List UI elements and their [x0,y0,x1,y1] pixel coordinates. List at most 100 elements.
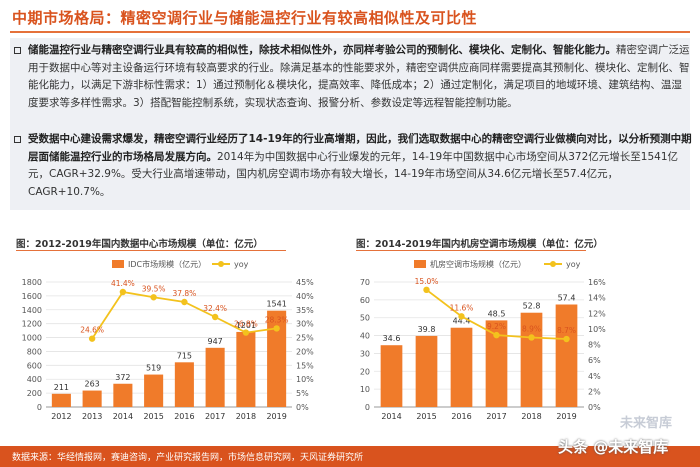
y-axis-tick-label: 20 [360,367,370,376]
y2-axis-tick-label: 40% [296,292,314,301]
y2-axis-tick-label: 4% [588,372,601,381]
x-axis-tick-label: 2014 [113,412,133,421]
yoy-point [119,288,127,296]
yoy-value-label: 32.4% [203,304,227,313]
yoy-point [242,329,250,336]
legend-line-label: yoy [234,260,249,269]
y-axis-tick-label: 1800 [22,278,42,287]
y-axis-tick-label: 10 [360,385,370,394]
y2-axis-tick-label: 20% [296,347,314,356]
idc-market-chart: 0 200 400 600 800 1000 1200 1400 1600 1800 0% 5% 10%… [22,259,315,421]
y-axis-tick-label: 1000 [22,334,42,343]
y-axis-tick-label: 800 [27,347,42,356]
bar [51,393,71,407]
y-axis-tick-label: 200 [27,389,42,398]
bar-value-label: 211 [54,383,69,392]
bar [450,327,473,407]
yoy-point [563,335,570,343]
paragraph-2-bold: 受数据中心建设需求爆发，精密空调行业经历了14-19年的行业高增期，因此，我们选… [28,133,692,163]
yoy-value-label: 15.0% [415,277,439,286]
yoy-point [88,335,96,342]
bar [555,304,578,407]
y2-axis-tick-label: 0% [588,403,601,412]
y2-axis-tick-label: 35% [296,306,314,315]
x-axis-tick-label: 2012 [51,412,71,421]
y2-axis-tick-label: 0% [296,403,309,412]
paragraph-2: 受数据中心建设需求爆发，精密空调行业经历了14-19年的行业高增期，因此，我们选… [14,131,692,201]
chart1-caption-line [16,250,286,251]
y2-axis-tick-label: 2% [588,387,601,396]
x-axis-tick-label: 2015 [416,412,436,421]
title-underline [10,31,690,33]
yoy-value-label: 37.8% [172,289,196,298]
x-axis-tick-label: 2016 [174,412,194,421]
yoy-point [211,313,219,321]
y2-axis-tick-label: 25% [296,334,314,343]
legend-line-label: yoy [566,260,581,269]
y-axis-tick-label: 1200 [22,320,42,329]
yoy-value-label: 8.9% [522,324,541,333]
bar-value-label: 263 [84,380,99,389]
yoy-value-label: 11.6% [450,303,474,312]
bar [174,362,194,407]
y2-axis-tick-label: 12% [588,309,606,318]
page-title: 中期市场格局：精密空调行业与储能温控行业有较高相似性及可比性 [12,9,478,27]
paragraph-1: 储能温控行业与精密空调行业具有较高的相似性，除技术相似性外，亦同样考验公司的预制… [14,42,692,112]
yoy-point [181,298,188,306]
yoy-value-label: 28.3% [265,315,289,324]
bar [267,310,287,407]
y-axis-tick-label: 70 [360,278,370,287]
y-axis-tick-label: 1600 [22,292,42,301]
legend-line-marker [218,261,224,267]
legend-bar-swatch [414,260,426,268]
yoy-point [493,331,500,339]
y-axis-tick-label: 60 [360,296,370,305]
watermark-logo-text: 未来智库 [620,416,673,431]
yoy-value-label: 26.8% [234,320,258,329]
y-axis-tick-label: 1400 [22,306,42,315]
yoy-value-label: 8.7% [557,326,576,335]
y2-axis-tick-label: 5% [296,389,309,398]
yoy-point [150,294,157,301]
y2-axis-tick-label: 15% [296,361,314,370]
y-axis-tick-label: 0 [365,403,370,412]
legend-bar-label: IDC市场规模（亿元） [128,259,206,269]
x-axis-tick-label: 2019 [556,412,576,421]
yoy-value-label: 41.4% [111,279,135,288]
bar-value-label: 44.4 [453,317,471,326]
bar-value-label: 52.8 [523,302,541,311]
bar-value-label: 39.8 [418,325,436,334]
x-axis-tick-label: 2019 [266,412,286,421]
bar-value-label: 34.6 [383,334,401,343]
x-axis-tick-label: 2014 [381,412,401,421]
bar [82,390,102,407]
yoy-value-label: 39.5% [142,284,166,293]
y2-axis-tick-label: 14% [588,294,606,303]
bar [144,374,164,407]
x-axis-tick-label: 2016 [451,412,471,421]
bar-value-label: 947 [207,337,222,346]
chart1-caption: 图：2012-2019年国内数据中心市场规模（单位：亿元） [16,239,263,250]
bar-value-label: 57.4 [558,294,576,303]
y-axis-tick-label: 600 [27,361,42,370]
x-axis-tick-label: 2017 [205,412,225,421]
bar-value-label: 1201 [236,321,256,330]
yoy-point [423,286,430,294]
legend-bar-swatch [112,260,124,268]
chart2-caption: 图：2014-2019年国内机房空调市场规模（单位：亿元） [356,239,603,250]
y2-axis-tick-label: 8% [588,341,601,350]
y-axis-tick-label: 0 [37,403,42,412]
x-axis-tick-label: 2013 [82,412,102,421]
footer-bar: 数据来源：华经情报网，赛迪咨询，产业研究报告网，市场信息研究网，天风证券研究所 [0,446,700,467]
yoy-point [458,313,465,320]
yoy-value-label: 24.6% [80,326,104,335]
chart2-caption-line [356,250,586,251]
bar [485,320,508,407]
square-bullet-icon [14,136,21,143]
legend-line-marker [550,261,556,267]
y2-axis-tick-label: 45% [296,278,314,287]
y2-axis-tick-label: 30% [296,320,314,329]
bar [236,331,256,407]
yoy-point [273,325,280,332]
paragraph-1-text: 精密空调广泛运用于数据中心等对主设备运行环境有较高要求的行业。除满足基本的性能要… [28,44,690,109]
